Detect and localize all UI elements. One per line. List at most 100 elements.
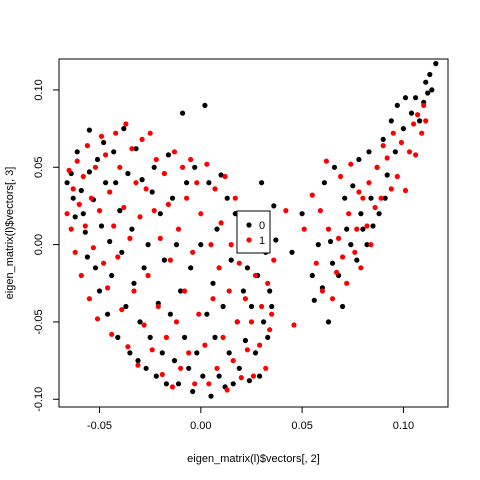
point-series-0-32	[133, 146, 139, 152]
point-series-1-13	[90, 245, 96, 251]
point-series-0-68	[208, 393, 214, 399]
x-tick-label-2: 0.05	[291, 420, 312, 432]
point-series-1-10	[84, 143, 90, 149]
point-series-0-125	[370, 223, 376, 229]
point-series-1-91	[250, 373, 257, 379]
point-series-1-5	[74, 158, 80, 164]
point-series-1-15	[94, 316, 101, 322]
point-series-0-19	[107, 238, 113, 245]
point-series-1-64	[194, 180, 200, 186]
point-series-0-94	[261, 319, 267, 325]
point-series-1-22	[109, 331, 115, 337]
point-series-0-116	[348, 242, 354, 248]
point-series-0-69	[210, 280, 216, 286]
point-series-1-125	[366, 180, 372, 186]
point-series-1-107	[317, 208, 323, 214]
point-series-0-97	[267, 288, 273, 294]
point-series-0-0	[64, 180, 70, 186]
point-series-1-32	[129, 146, 135, 152]
point-series-1-115	[340, 254, 346, 260]
point-series-1-8	[80, 173, 86, 180]
point-series-1-14	[92, 164, 99, 170]
point-series-1-129	[378, 195, 384, 201]
point-series-1-76	[220, 334, 226, 340]
point-series-0-96	[265, 334, 271, 340]
point-series-1-31	[127, 235, 133, 241]
point-series-0-107	[321, 180, 327, 186]
point-series-0-52	[173, 242, 180, 248]
point-series-1-120	[354, 226, 360, 232]
point-series-1-59	[184, 195, 190, 201]
point-series-0-54	[178, 288, 184, 294]
point-series-1-126	[368, 242, 374, 248]
point-series-0-5	[78, 187, 84, 194]
point-series-0-48	[165, 152, 171, 158]
point-series-1-133	[390, 130, 396, 136]
point-series-0-103	[309, 272, 315, 279]
point-series-0-63	[198, 242, 204, 248]
point-series-1-134	[394, 173, 400, 180]
point-series-1-114	[338, 173, 344, 180]
point-series-1-62	[190, 249, 196, 255]
point-series-0-127	[376, 211, 382, 217]
point-series-0-102	[299, 211, 305, 217]
point-series-1-138	[411, 121, 417, 127]
point-series-1-79	[226, 288, 232, 294]
point-series-1-11	[86, 296, 92, 302]
point-series-1-29	[123, 121, 129, 127]
point-series-1-99	[267, 327, 273, 333]
y-axis-title: eigen_matrix(l)$vectors[, 3]	[4, 167, 16, 300]
point-series-0-130	[384, 172, 390, 178]
point-series-0-98	[269, 303, 275, 310]
point-series-1-45	[155, 303, 161, 310]
point-series-1-109	[323, 158, 329, 164]
point-series-0-135	[402, 95, 409, 101]
point-series-1-51	[167, 257, 173, 263]
point-series-0-71	[214, 226, 220, 232]
point-series-1-27	[119, 307, 125, 313]
point-series-1-106	[313, 260, 319, 266]
point-series-0-67	[206, 180, 212, 186]
point-series-0-18	[105, 311, 111, 317]
point-series-1-85	[238, 375, 244, 381]
point-series-0-8	[84, 254, 90, 260]
y-tick-label-2: 0.00	[33, 234, 45, 255]
y-tick-label-4: 0.10	[33, 79, 45, 100]
point-series-0-100	[273, 237, 279, 243]
point-series-0-3	[72, 214, 78, 220]
point-series-0-35	[139, 177, 145, 183]
point-series-1-3	[70, 186, 76, 192]
point-series-1-71	[210, 296, 216, 302]
legend-label-1: 1	[259, 235, 265, 247]
point-series-1-37	[139, 136, 145, 142]
point-series-1-137	[406, 149, 413, 155]
point-series-1-131	[384, 155, 390, 161]
x-tick-label-0: -0.05	[87, 420, 112, 432]
point-series-1-124	[364, 223, 370, 229]
legend: 0 1	[236, 210, 271, 254]
point-series-1-132	[388, 186, 394, 192]
point-series-0-45	[159, 350, 165, 356]
point-series-1-110	[325, 226, 332, 232]
point-series-0-123	[366, 149, 372, 155]
point-series-1-49	[163, 334, 169, 340]
point-series-1-6	[76, 201, 82, 207]
point-series-1-56	[178, 365, 184, 371]
point-series-0-21	[111, 149, 117, 155]
point-series-1-28	[121, 204, 127, 211]
point-series-0-117	[350, 183, 356, 189]
point-series-1-88	[244, 347, 250, 353]
point-series-0-136	[408, 110, 415, 116]
point-series-0-29	[127, 350, 133, 356]
point-series-1-73	[214, 365, 220, 371]
point-series-0-118	[354, 257, 360, 263]
point-series-1-103	[291, 322, 297, 328]
point-series-1-75	[218, 220, 224, 226]
legend-box	[236, 210, 271, 254]
point-series-0-99	[271, 203, 277, 209]
point-series-0-28	[125, 170, 131, 177]
point-series-1-98	[265, 280, 271, 286]
point-series-0-113	[340, 303, 346, 310]
point-series-0-108	[325, 319, 332, 325]
